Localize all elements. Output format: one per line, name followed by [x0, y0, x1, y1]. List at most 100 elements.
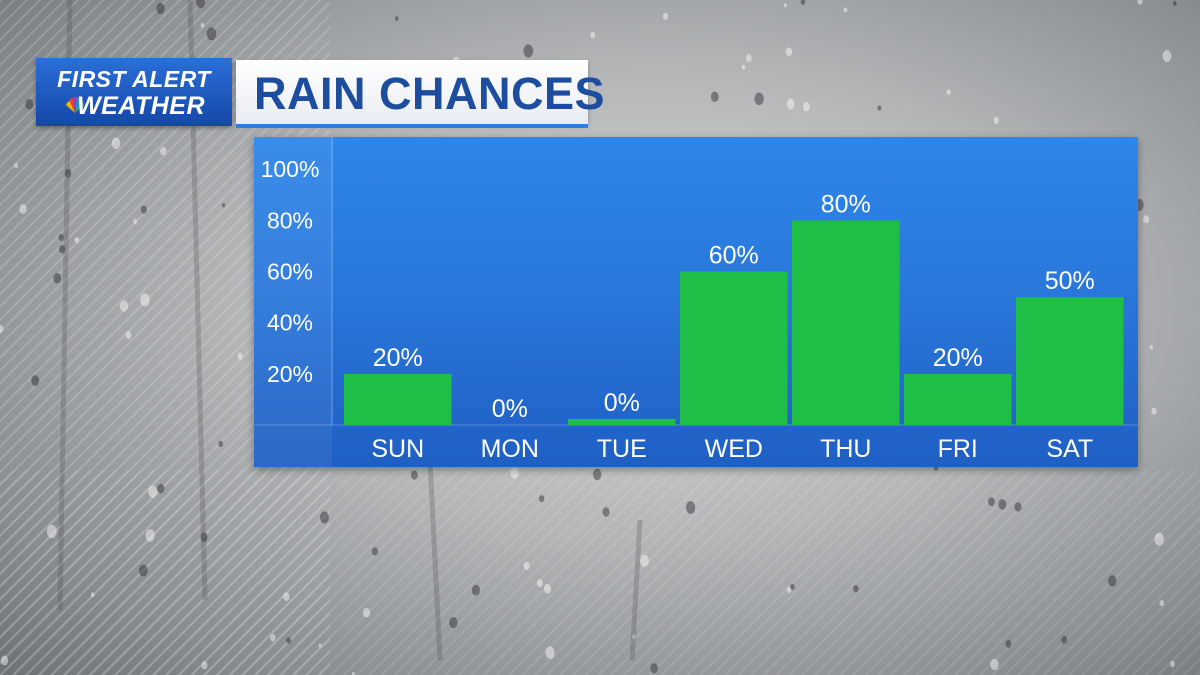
raindrop — [592, 468, 602, 481]
raindrop — [1108, 575, 1117, 587]
raindrop — [640, 554, 649, 567]
raindrop — [394, 16, 399, 21]
raindrop — [362, 607, 371, 618]
raindrop — [1154, 532, 1164, 546]
data-label: 50% — [1045, 267, 1095, 295]
raindrop — [148, 485, 158, 498]
raindrop — [111, 137, 121, 150]
rain-chance-chart: 20% 40% 60% 80% 100% 20% SUN 0% MON 0% TUE 60% WED 80… — [254, 137, 1138, 467]
bar — [904, 373, 1012, 425]
rain-streak — [427, 459, 443, 661]
logo-text-first-alert: FIRST ALERT — [57, 66, 211, 92]
raindrop — [19, 204, 27, 215]
raindrop — [25, 98, 34, 110]
raindrop — [662, 12, 669, 20]
raindrop — [64, 168, 72, 178]
data-label: 60% — [709, 242, 759, 270]
raindrop — [946, 89, 951, 96]
raindrop — [539, 495, 545, 503]
raindrop — [993, 116, 999, 125]
raindrop — [318, 643, 322, 648]
bar — [792, 220, 900, 425]
x-tick-label: TUE — [597, 435, 647, 463]
raindrop — [31, 375, 40, 386]
raindrop — [74, 236, 80, 244]
raindrop — [0, 655, 9, 666]
data-label: 0% — [604, 389, 640, 417]
raindrop — [196, 0, 206, 9]
raindrop — [990, 658, 999, 671]
raindrop — [510, 467, 519, 479]
raindrop — [140, 205, 147, 214]
raindrop — [449, 617, 458, 629]
y-tick-label: 60% — [267, 259, 313, 285]
raindrop — [877, 105, 882, 111]
raindrop — [754, 92, 764, 106]
data-label: 20% — [933, 344, 983, 372]
raindrop — [200, 22, 205, 28]
raindrop — [786, 586, 792, 593]
y-tick-label: 100% — [261, 156, 320, 182]
peacock-icon — [66, 96, 84, 113]
raindrop — [90, 592, 95, 598]
rain-streak — [629, 519, 643, 661]
title-banner: RAIN CHANCES — [236, 60, 605, 124]
raindrop — [710, 91, 719, 103]
raindrop — [998, 499, 1007, 510]
background-stripes-bottom — [0, 470, 1200, 675]
x-tick-label: SUN — [371, 435, 424, 463]
raindrop — [1172, 0, 1177, 6]
raindrop — [741, 64, 746, 70]
raindrop — [987, 497, 995, 507]
raindrop — [156, 3, 165, 15]
raindrop — [685, 501, 696, 514]
bar — [680, 271, 788, 425]
data-label: 80% — [821, 190, 871, 218]
raindrop — [371, 547, 378, 556]
raindrop — [631, 634, 636, 640]
raindrop — [200, 532, 208, 543]
raindrop — [1162, 50, 1172, 62]
raindrop — [206, 27, 217, 41]
data-label: 0% — [492, 395, 528, 423]
raindrop — [319, 511, 329, 524]
raindrop — [157, 483, 165, 494]
x-tick-label: MON — [481, 435, 539, 463]
raindrop — [1005, 639, 1012, 648]
raindrop — [58, 244, 66, 254]
raindrop — [590, 31, 596, 39]
bar — [1016, 297, 1124, 425]
x-tick-label: SAT — [1046, 435, 1093, 463]
y-axis-column — [254, 137, 332, 467]
raindrop — [58, 233, 64, 242]
x-tick-label: WED — [705, 435, 763, 463]
raindrop — [14, 163, 19, 169]
raindrop — [545, 646, 555, 659]
raindrop — [140, 293, 150, 307]
first-alert-weather-logo: FIRST ALERT WEATHER — [36, 58, 232, 126]
raindrop — [53, 273, 62, 284]
raindrop — [237, 352, 243, 360]
raindrop — [133, 218, 138, 224]
raindrop — [745, 54, 752, 63]
raindrop — [145, 529, 155, 542]
raindrop — [46, 524, 57, 539]
raindrop — [125, 331, 132, 340]
bar — [568, 419, 676, 425]
raindrop — [471, 584, 480, 596]
raindrop — [270, 634, 276, 642]
y-tick-label: 20% — [267, 361, 313, 387]
raindrop — [650, 663, 658, 674]
raindrop — [286, 637, 291, 644]
raindrop — [1151, 407, 1157, 415]
raindrop — [853, 584, 859, 593]
raindrop — [523, 44, 534, 58]
y-tick-label: 80% — [267, 207, 313, 233]
raindrop — [1159, 599, 1165, 607]
x-tick-label: THU — [820, 435, 871, 463]
raindrop — [283, 592, 290, 602]
raindrop — [0, 324, 4, 334]
raindrop — [523, 561, 530, 571]
raindrop — [1014, 502, 1022, 512]
raindrop — [221, 203, 226, 208]
